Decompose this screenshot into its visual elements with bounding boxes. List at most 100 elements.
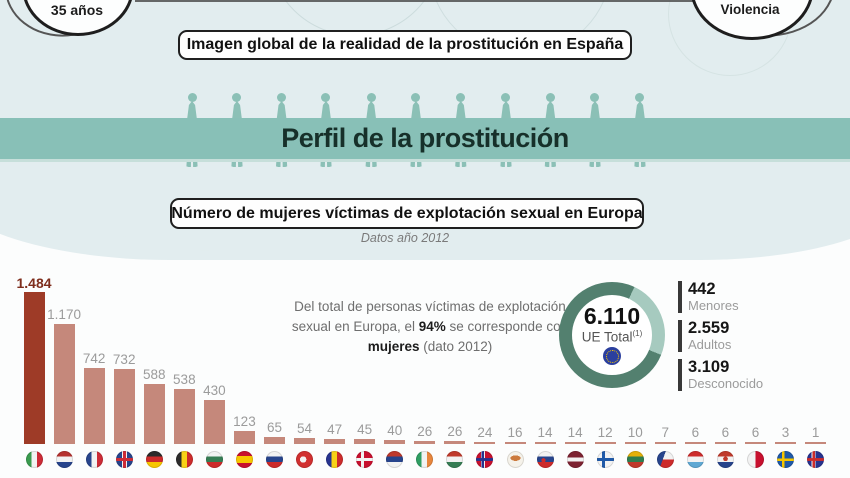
bar-column: 14 <box>533 425 557 468</box>
bar <box>474 442 496 444</box>
bar-value-label: 123 <box>233 414 256 429</box>
bar-column: 538 <box>172 372 196 468</box>
stat-menores: 442 Menores <box>678 281 828 313</box>
bar-value-label: 65 <box>266 420 283 435</box>
summary-part2: se corresponde con <box>445 319 569 334</box>
bar-column: 1.484 <box>16 275 52 468</box>
circle-violencia-label: Violencia <box>720 2 780 17</box>
bar <box>684 442 706 444</box>
bar <box>805 442 827 444</box>
flag-icon-finland <box>596 451 614 468</box>
bar-value-label: 6 <box>721 425 730 440</box>
bar-column: 588 <box>142 367 166 468</box>
circle-35-anos-label: 35 años <box>50 2 104 18</box>
bar <box>745 442 766 444</box>
stat-value: 442 <box>688 280 716 298</box>
stat-value: 3.109 <box>688 358 730 376</box>
flag-icon-czech-republic <box>656 451 674 468</box>
bar <box>714 442 736 444</box>
bar-value-label: 26 <box>447 424 463 439</box>
stat-label: Desconocido <box>688 376 764 391</box>
eu-total-donut: 6.110 UE Total(1) <box>559 282 665 388</box>
flag-icon-united-kingdom <box>115 451 133 468</box>
woman-silhouette-icon <box>633 93 647 167</box>
bar <box>23 292 45 444</box>
bar-column: 47 <box>323 422 347 468</box>
bar-value-label: 26 <box>417 424 433 439</box>
flag-icon-belgium <box>175 451 193 468</box>
bar <box>504 442 526 444</box>
bar <box>53 324 75 444</box>
bar-column: 1 <box>804 425 828 468</box>
woman-silhouette-icon <box>275 93 289 167</box>
stat-label: Menores <box>688 298 739 313</box>
bar-value-label: 588 <box>142 367 166 382</box>
banner-title: Perfil de la prostitución <box>281 123 569 153</box>
summary-bold-mujeres: mujeres <box>367 339 420 354</box>
stat-value: 2.559 <box>688 319 730 337</box>
flag-icon-italy <box>25 451 43 468</box>
bar-column: 24 <box>473 425 497 468</box>
flag-icon-germany <box>145 451 163 468</box>
bar-value-label: 6 <box>751 425 760 440</box>
bar-column: 26 <box>443 424 467 468</box>
chart-title-box: Número de mujeres víctimas de explotació… <box>170 198 644 229</box>
bar-column: 16 <box>503 425 527 468</box>
woman-silhouette-icon <box>543 93 557 167</box>
bar-column: 123 <box>232 414 256 468</box>
summary-text: Del total de personas víctimas de explot… <box>288 297 572 357</box>
bar-value-label: 14 <box>537 425 553 440</box>
woman-silhouette-icon <box>454 93 468 167</box>
age-breakdown: 442 Menores 2.559 Adultos 3.109 Desconoc… <box>678 281 828 398</box>
silhouettes-row <box>185 93 647 167</box>
bar <box>173 389 195 444</box>
flag-icon-lithuania <box>626 451 644 468</box>
chart-subtitle: Datos año 2012 <box>360 231 450 245</box>
bar-value-label: 10 <box>627 425 643 440</box>
summary-part1: Del total de personas víctimas de explot… <box>291 299 566 334</box>
woman-silhouette-icon <box>364 93 378 167</box>
bar-column: 430 <box>202 383 226 468</box>
summary-part3: (dato 2012) <box>419 339 493 354</box>
bar-value-label: 742 <box>82 351 106 366</box>
flag-icon-sweden <box>777 451 795 468</box>
stat-adultos: 2.559 Adultos <box>678 320 828 352</box>
flag-icon-spain <box>235 451 253 468</box>
bar <box>444 441 466 444</box>
flag-icon-slovakia <box>536 451 554 468</box>
bar <box>354 439 376 444</box>
bar <box>564 442 586 444</box>
bar <box>384 440 406 444</box>
bar-column: 65 <box>263 420 287 468</box>
bar-column: 732 <box>112 352 136 468</box>
flag-icon-bulgaria <box>205 451 223 468</box>
bar-value-label: 45 <box>357 422 373 437</box>
woman-silhouette-icon <box>185 93 199 167</box>
bar-column: 1.170 <box>47 307 81 468</box>
eu-total-label-text: UE Total <box>581 329 633 345</box>
bar-value-label: 7 <box>661 425 670 440</box>
bar-chart: 1.484 1.170 742 732 588 538 430 123 65 54 47 45 40 26… <box>16 266 828 468</box>
bar-value-label: 430 <box>203 383 226 398</box>
bar-value-label: 54 <box>297 421 313 436</box>
bar-value-label: 538 <box>173 372 196 387</box>
flag-icon-ireland <box>416 451 434 468</box>
eu-total-value: 6.110 <box>583 302 641 329</box>
bar-column: 6 <box>683 425 707 468</box>
bar <box>624 442 646 444</box>
flag-icon-denmark <box>356 451 374 468</box>
bar <box>775 442 797 444</box>
top-keyline <box>135 0 707 2</box>
flag-icon-luxembourg <box>686 451 704 468</box>
stat-label: Adultos <box>688 337 732 352</box>
bar <box>654 442 676 444</box>
flag-icon-hungary <box>446 451 464 468</box>
bar-value-label: 1 <box>811 425 820 440</box>
chart-title: Número de mujeres víctimas de explotació… <box>171 204 643 222</box>
bar-column: 10 <box>623 425 647 468</box>
bar-column: 26 <box>413 424 437 468</box>
flag-icon-netherlands <box>55 451 73 468</box>
bar-column: 45 <box>353 422 377 468</box>
flag-icon-romania <box>326 451 344 468</box>
